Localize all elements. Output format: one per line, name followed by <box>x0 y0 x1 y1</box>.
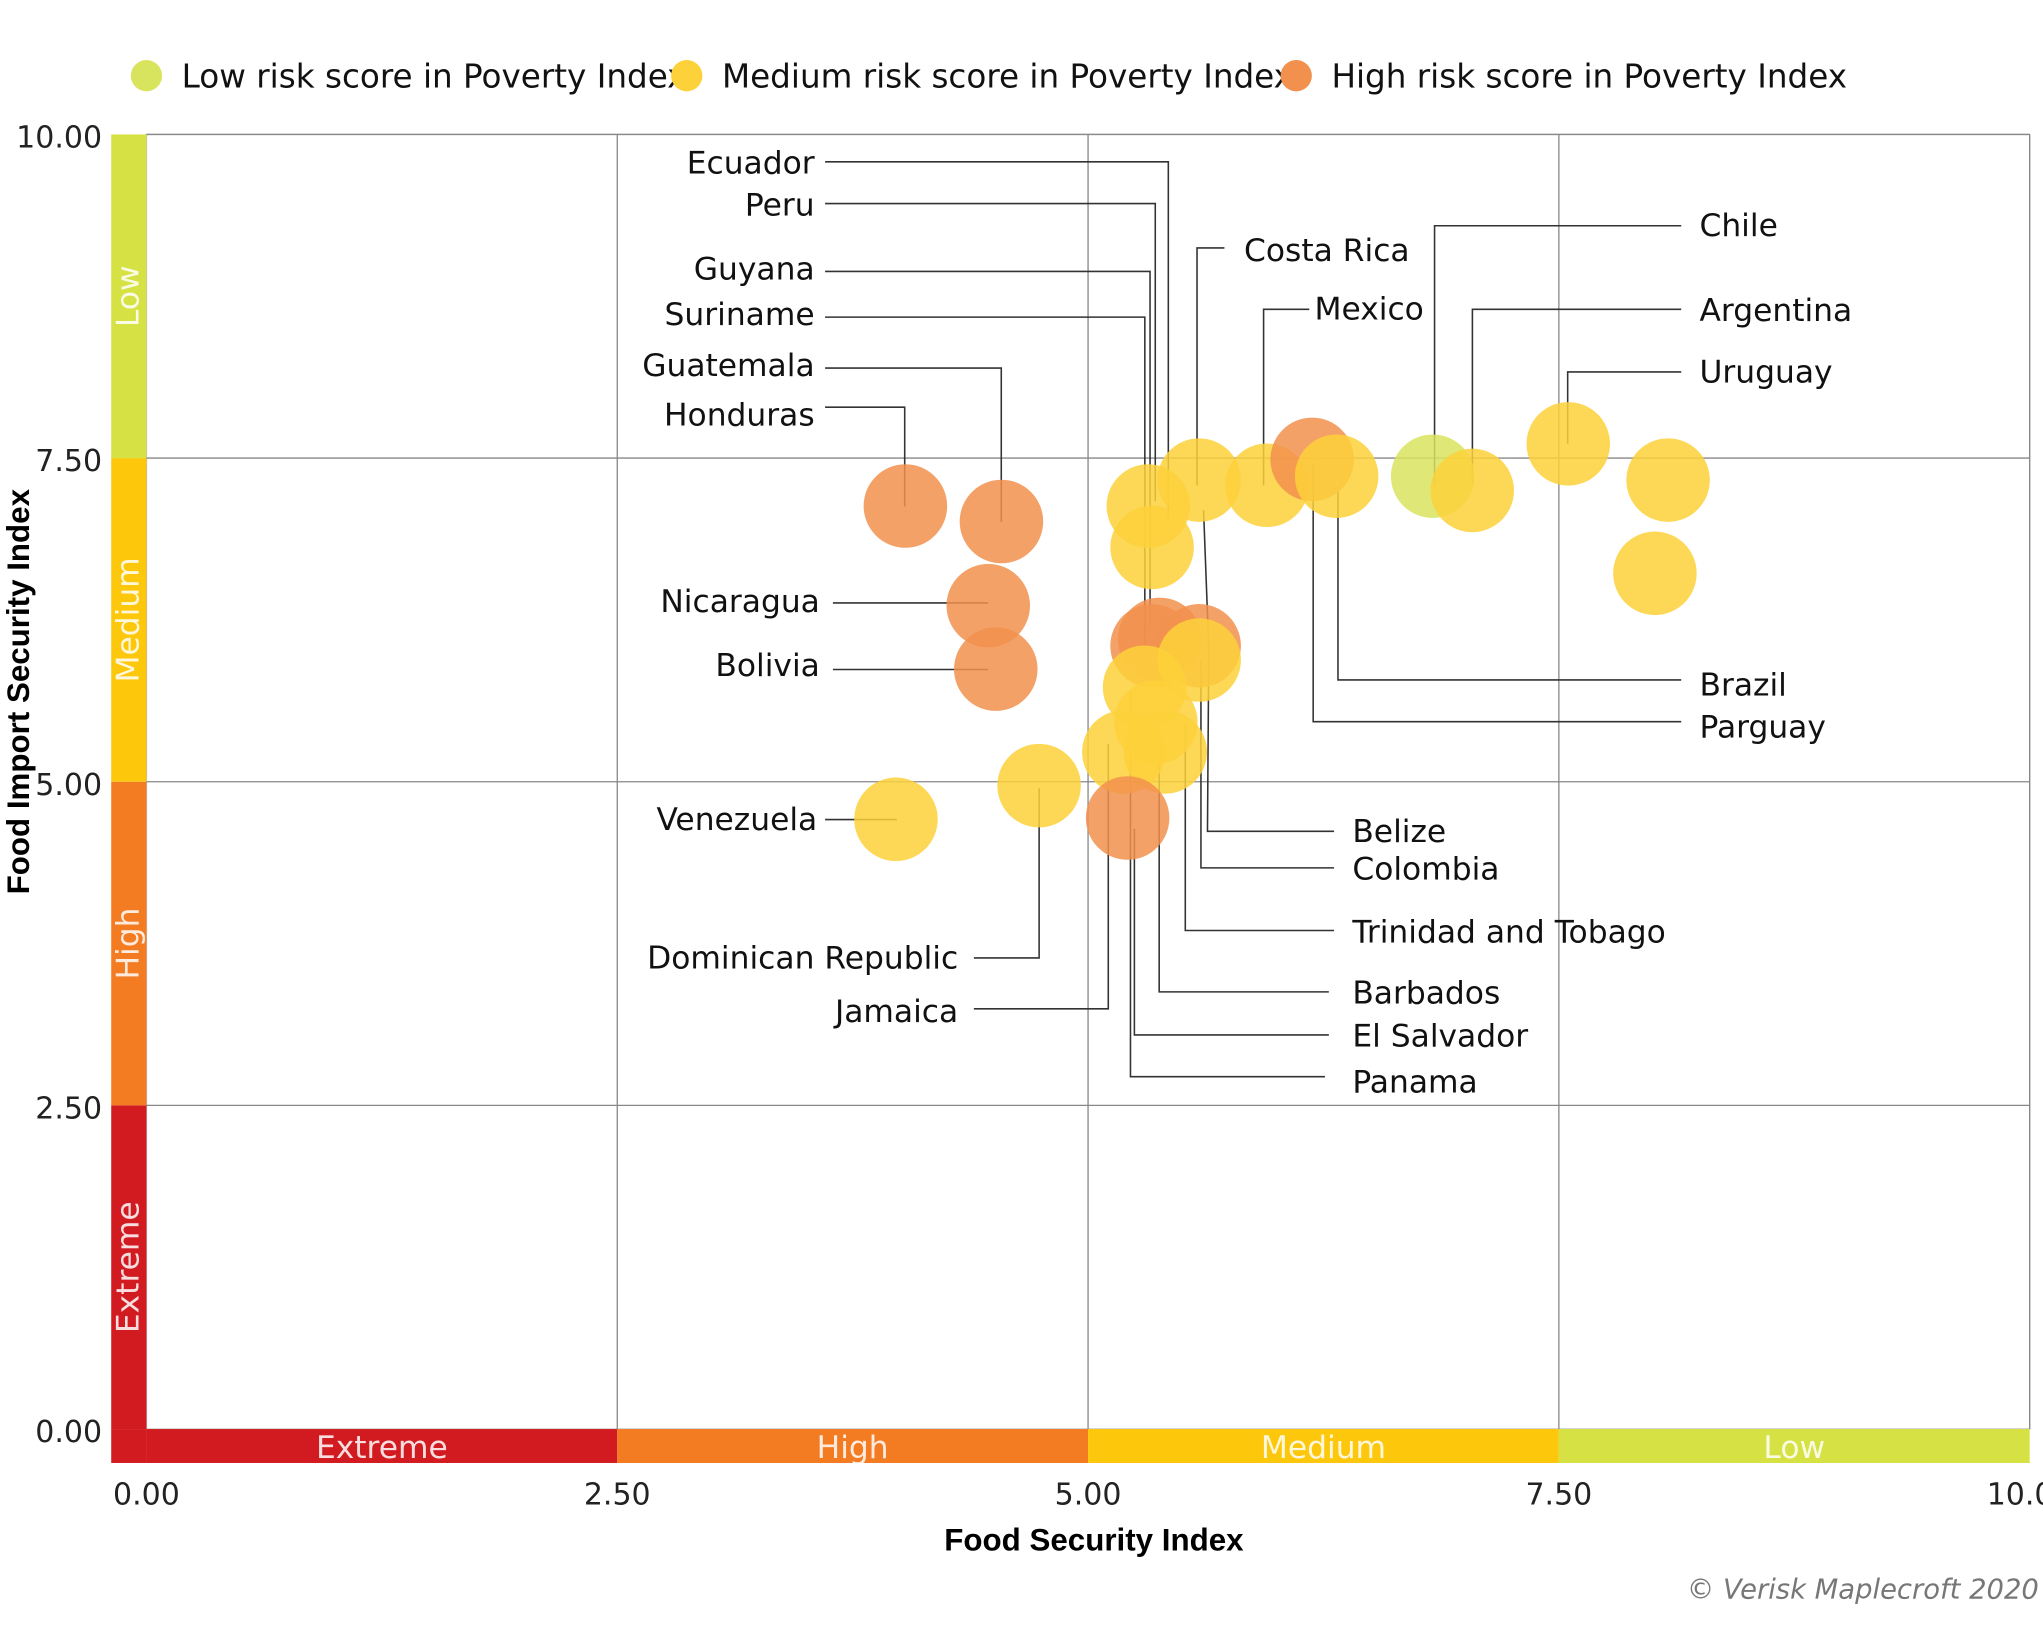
y-band-label: High <box>111 908 147 980</box>
point-label: Parguay <box>1699 709 1825 745</box>
point-label: Trinidad and Tobago <box>1351 914 1665 950</box>
x-band-low <box>1558 1429 2030 1463</box>
x-tick-label: 5.00 <box>1055 1478 1122 1513</box>
data-point <box>863 464 948 548</box>
legend: Low risk score in Poverty Index Medium ri… <box>130 57 1847 95</box>
y-tick-label: 7.50 <box>35 444 102 479</box>
data-point <box>954 627 1038 711</box>
leader-line <box>1200 659 1335 869</box>
legend-label-medium: Medium risk score in Poverty Index <box>722 57 1293 95</box>
point-label: Dominican Republic <box>647 940 958 976</box>
x-band-medium <box>1088 1429 1559 1463</box>
legend-marker-high <box>1280 60 1312 92</box>
point-label: Guyana <box>694 251 815 287</box>
y-tick-label: 5.00 <box>35 768 102 803</box>
x-band-label: Medium <box>1261 1430 1386 1466</box>
leader-line <box>1196 247 1225 486</box>
data-point <box>1626 438 1710 522</box>
leader-line <box>1337 489 1682 681</box>
data-point <box>1085 776 1170 860</box>
y-band-high <box>111 781 147 1106</box>
point-label: Peru <box>745 187 815 223</box>
y-tick-label: 0.00 <box>35 1415 102 1450</box>
point-label: Ecuador <box>687 146 815 182</box>
data-point <box>1110 505 1194 590</box>
x-axis-title: Food Security Index <box>944 1522 1244 1557</box>
leader-line <box>1312 463 1682 723</box>
points <box>854 402 1710 862</box>
x-band-label: High <box>817 1430 889 1466</box>
tick-labels: 0.00 2.50 5.00 7.50 10.00 0.00 2.50 5.00 7.50 10.… <box>16 120 2043 1512</box>
y-band-label: Medium <box>111 557 147 682</box>
data-point <box>997 743 1081 828</box>
x-band-extreme <box>146 1429 618 1463</box>
point-labels: Honduras Guatemala Nicaragua Bolivia Venezue… <box>642 146 1852 1101</box>
point-label: Honduras <box>664 397 815 433</box>
leader-line <box>825 161 1170 523</box>
point-label: Barbados <box>1352 976 1500 1012</box>
x-band-high <box>617 1429 1089 1463</box>
leader-line <box>1471 308 1682 486</box>
point-label: Panama <box>1352 1064 1477 1100</box>
risk-bands: Extreme Extreme High High Medium Medium Low Low <box>111 134 2030 1466</box>
leader-line <box>1262 308 1310 486</box>
legend-marker-medium <box>671 60 703 92</box>
point-label: Argentina <box>1699 293 1852 329</box>
leader-line <box>825 367 1003 523</box>
legend-label-high: High risk score in Poverty Index <box>1331 57 1847 95</box>
data-point <box>959 479 1044 564</box>
point-label: Brazil <box>1699 668 1786 704</box>
point-label: Belize <box>1352 814 1446 850</box>
point-label: Guatemala <box>642 348 814 384</box>
point-label: Colombia <box>1352 852 1499 888</box>
point-label: Suriname <box>665 297 815 333</box>
leader-line <box>1133 828 1329 1036</box>
point-label: Bolivia <box>715 648 819 684</box>
x-tick-label: 0.00 <box>113 1478 180 1513</box>
x-tick-label: 2.50 <box>584 1478 651 1513</box>
x-band-label: Low <box>1763 1430 1825 1466</box>
data-point <box>946 563 1031 648</box>
point-label: Chile <box>1699 208 1777 244</box>
point-label: Jamaica <box>833 994 958 1030</box>
data-point <box>1526 402 1611 486</box>
leader-line <box>1433 224 1682 486</box>
x-band-label: Extreme <box>316 1430 448 1466</box>
point-label: Venezuela <box>656 802 817 838</box>
corner-band <box>111 1429 147 1463</box>
y-band-label: Extreme <box>111 1201 147 1333</box>
y-band-label: Low <box>111 265 147 327</box>
point-label: Nicaragua <box>660 584 819 620</box>
data-point <box>1294 434 1379 518</box>
copyright: © Verisk Maplecroft 2020 <box>1687 1575 2039 1606</box>
y-band-extreme <box>111 1105 147 1430</box>
y-band-medium <box>111 458 147 782</box>
data-point <box>854 777 938 862</box>
data-point <box>1123 710 1208 794</box>
data-point <box>1157 438 1241 522</box>
y-tick-label: 10.00 <box>16 120 102 155</box>
y-axis-title: Food Import Security Index <box>1 488 36 894</box>
leader-line <box>973 788 1040 959</box>
leader-line <box>1184 724 1335 932</box>
leader-line <box>825 202 1157 502</box>
point-label: Uruguay <box>1699 354 1832 390</box>
y-band-low <box>111 134 147 459</box>
point-label: Costa Rica <box>1244 233 1410 269</box>
x-tick-label: 7.50 <box>1525 1478 1592 1513</box>
x-tick-label: 10.00 <box>1987 1478 2043 1513</box>
data-point <box>1430 448 1514 533</box>
legend-marker-low <box>130 60 163 92</box>
y-tick-label: 2.50 <box>35 1091 102 1126</box>
data-point <box>1613 531 1697 616</box>
point-label: Mexico <box>1314 292 1423 328</box>
point-label: El Salvador <box>1352 1019 1528 1055</box>
leader-line <box>1202 510 1335 833</box>
legend-label-low: Low risk score in Poverty Index <box>182 57 687 95</box>
